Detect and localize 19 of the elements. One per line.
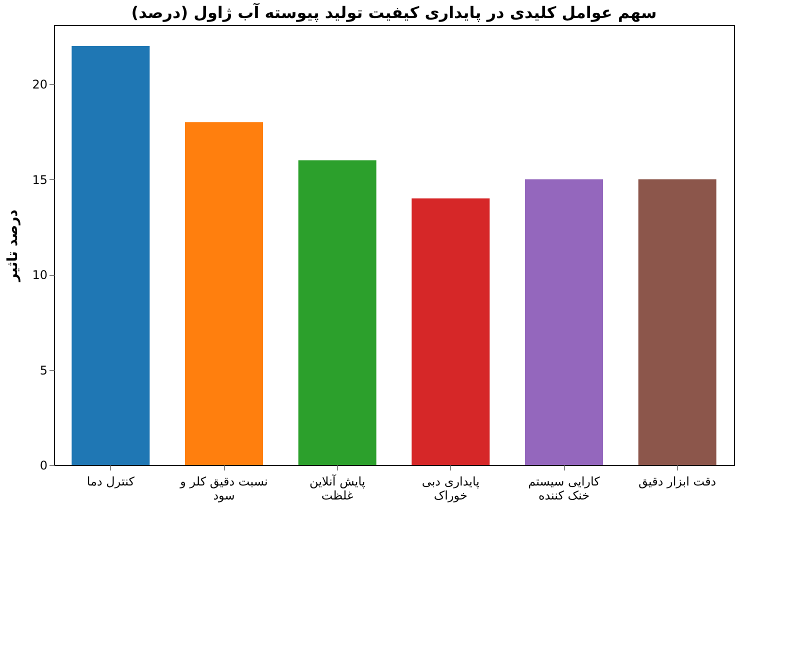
x-tick-label: کنترل دما: [86, 474, 135, 488]
chart-title: سهم عوامل کلیدی در پایداری کیفیت تولید پیوسته آب ژاول (درصد): [131, 2, 657, 22]
y-tick-label: 20: [32, 78, 48, 92]
bar: [72, 46, 150, 465]
x-tick-label: دقت ابزار دقیق: [638, 474, 716, 488]
x-tick-label: کارایی سیستم خنک کننده: [528, 474, 600, 502]
bar: [525, 179, 603, 465]
y-tick-label: 0: [40, 458, 48, 472]
y-axis-title: درصد تاثیر: [5, 210, 22, 282]
x-tick-label: نسبت دقیق کلر و سود: [179, 474, 268, 502]
bar: [638, 179, 716, 465]
y-tick-label: 5: [40, 363, 48, 378]
x-tick-label: پایداری دبی خوراک: [422, 474, 480, 502]
x-tick-label: پایش آنلاین غلظت: [309, 474, 366, 502]
bar: [185, 122, 263, 465]
y-tick-label: 15: [32, 172, 48, 187]
y-tick-label: 10: [32, 268, 48, 282]
bar: [412, 198, 490, 465]
bar: [298, 160, 376, 465]
